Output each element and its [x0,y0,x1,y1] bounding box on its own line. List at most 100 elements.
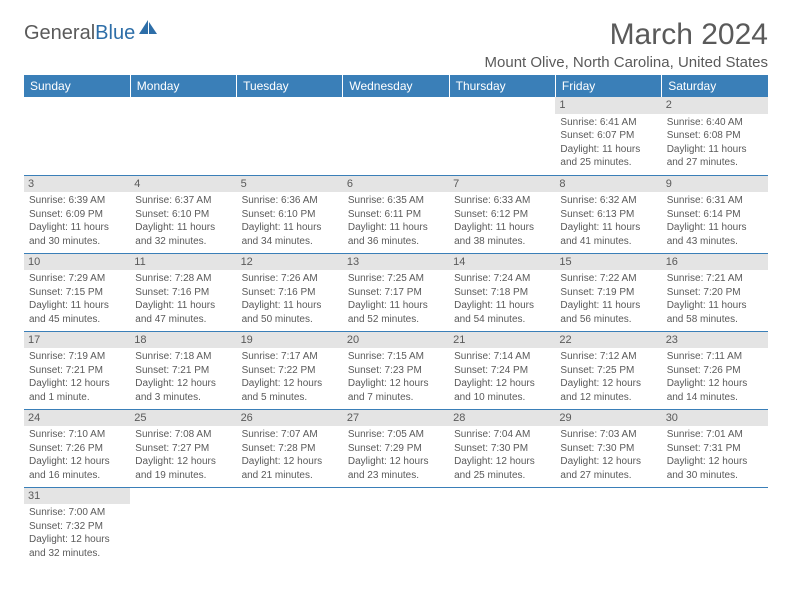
day-number: 25 [130,410,236,427]
day-number: 16 [662,254,768,271]
daylight-text: Daylight: 11 hours and 43 minutes. [667,221,763,248]
calendar-cell [130,487,236,565]
daylight-text: Daylight: 12 hours and 14 minutes. [667,377,763,404]
day-detail: Sunrise: 7:29 AMSunset: 7:15 PMDaylight:… [28,272,126,326]
daylight-text: Daylight: 11 hours and 32 minutes. [135,221,231,248]
calendar-cell: 21Sunrise: 7:14 AMSunset: 7:24 PMDayligh… [449,331,555,409]
location: Mount Olive, North Carolina, United Stat… [485,54,768,71]
day-number: 21 [449,332,555,349]
day-number: 4 [130,176,236,193]
day-detail: Sunrise: 7:17 AMSunset: 7:22 PMDaylight:… [241,350,339,404]
day-number: 19 [237,332,343,349]
daylight-text: Daylight: 12 hours and 23 minutes. [348,455,444,482]
day-number: 13 [343,254,449,271]
sunrise-text: Sunrise: 7:29 AM [29,272,125,286]
sunset-text: Sunset: 6:10 PM [242,208,338,222]
sunrise-text: Sunrise: 6:36 AM [242,194,338,208]
sunrise-text: Sunrise: 7:08 AM [135,428,231,442]
calendar-cell: 9Sunrise: 6:31 AMSunset: 6:14 PMDaylight… [662,175,768,253]
day-detail: Sunrise: 6:31 AMSunset: 6:14 PMDaylight:… [666,194,764,248]
calendar-cell: 18Sunrise: 7:18 AMSunset: 7:21 PMDayligh… [130,331,236,409]
logo-text-1: General [24,22,95,44]
sunset-text: Sunset: 7:21 PM [29,364,125,378]
month-title: March 2024 [485,18,768,52]
calendar-cell [343,487,449,565]
day-detail: Sunrise: 7:01 AMSunset: 7:31 PMDaylight:… [666,428,764,482]
day-detail: Sunrise: 7:24 AMSunset: 7:18 PMDaylight:… [453,272,551,326]
day-detail: Sunrise: 7:05 AMSunset: 7:29 PMDaylight:… [347,428,445,482]
daylight-text: Daylight: 12 hours and 16 minutes. [29,455,125,482]
day-number: 28 [449,410,555,427]
day-number: 31 [24,488,130,505]
calendar-cell: 25Sunrise: 7:08 AMSunset: 7:27 PMDayligh… [130,409,236,487]
sunrise-text: Sunrise: 7:19 AM [29,350,125,364]
daylight-text: Daylight: 11 hours and 34 minutes. [242,221,338,248]
sunrise-text: Sunrise: 7:14 AM [454,350,550,364]
calendar-table: SundayMondayTuesdayWednesdayThursdayFrid… [24,75,768,565]
sunrise-text: Sunrise: 6:33 AM [454,194,550,208]
sunrise-text: Sunrise: 6:41 AM [560,116,656,130]
sail-icon [137,19,159,42]
daylight-text: Daylight: 11 hours and 30 minutes. [29,221,125,248]
day-number: 2 [662,97,768,114]
day-detail: Sunrise: 7:00 AMSunset: 7:32 PMDaylight:… [28,506,126,560]
sunrise-text: Sunrise: 7:11 AM [667,350,763,364]
calendar-cell [343,97,449,175]
daylight-text: Daylight: 12 hours and 30 minutes. [667,455,763,482]
day-detail: Sunrise: 7:14 AMSunset: 7:24 PMDaylight:… [453,350,551,404]
daylight-text: Daylight: 12 hours and 27 minutes. [560,455,656,482]
calendar-row: 1Sunrise: 6:41 AMSunset: 6:07 PMDaylight… [24,97,768,175]
sunset-text: Sunset: 7:18 PM [454,286,550,300]
day-header: Saturday [662,75,768,97]
sunrise-text: Sunrise: 7:22 AM [560,272,656,286]
calendar-cell [130,97,236,175]
sunrise-text: Sunrise: 7:28 AM [135,272,231,286]
day-detail: Sunrise: 6:41 AMSunset: 6:07 PMDaylight:… [559,116,657,170]
daylight-text: Daylight: 11 hours and 27 minutes. [667,143,763,170]
calendar-cell [237,487,343,565]
day-detail: Sunrise: 7:08 AMSunset: 7:27 PMDaylight:… [134,428,232,482]
day-number: 30 [662,410,768,427]
day-header: Monday [130,75,236,97]
calendar-cell: 26Sunrise: 7:07 AMSunset: 7:28 PMDayligh… [237,409,343,487]
calendar-cell: 15Sunrise: 7:22 AMSunset: 7:19 PMDayligh… [555,253,661,331]
daylight-text: Daylight: 12 hours and 12 minutes. [560,377,656,404]
day-number: 24 [24,410,130,427]
calendar-cell: 20Sunrise: 7:15 AMSunset: 7:23 PMDayligh… [343,331,449,409]
header: GeneralBlue March 2024 Mount Olive, Nort… [24,18,768,71]
day-number: 18 [130,332,236,349]
sunset-text: Sunset: 7:30 PM [454,442,550,456]
calendar-row: 3Sunrise: 6:39 AMSunset: 6:09 PMDaylight… [24,175,768,253]
calendar-row: 17Sunrise: 7:19 AMSunset: 7:21 PMDayligh… [24,331,768,409]
sunrise-text: Sunrise: 7:15 AM [348,350,444,364]
calendar-cell: 1Sunrise: 6:41 AMSunset: 6:07 PMDaylight… [555,97,661,175]
daylight-text: Daylight: 12 hours and 25 minutes. [454,455,550,482]
calendar-cell: 27Sunrise: 7:05 AMSunset: 7:29 PMDayligh… [343,409,449,487]
daylight-text: Daylight: 11 hours and 56 minutes. [560,299,656,326]
title-block: March 2024 Mount Olive, North Carolina, … [485,18,768,71]
sunset-text: Sunset: 7:19 PM [560,286,656,300]
day-detail: Sunrise: 7:18 AMSunset: 7:21 PMDaylight:… [134,350,232,404]
calendar-cell: 7Sunrise: 6:33 AMSunset: 6:12 PMDaylight… [449,175,555,253]
sunrise-text: Sunrise: 7:12 AM [560,350,656,364]
daylight-text: Daylight: 12 hours and 21 minutes. [242,455,338,482]
daylight-text: Daylight: 12 hours and 1 minute. [29,377,125,404]
daylight-text: Daylight: 12 hours and 7 minutes. [348,377,444,404]
calendar-cell: 16Sunrise: 7:21 AMSunset: 7:20 PMDayligh… [662,253,768,331]
logo-text-2: Blue [95,22,135,44]
day-number: 26 [237,410,343,427]
sunset-text: Sunset: 6:08 PM [667,129,763,143]
sunrise-text: Sunrise: 6:40 AM [667,116,763,130]
sunset-text: Sunset: 7:28 PM [242,442,338,456]
calendar-cell: 11Sunrise: 7:28 AMSunset: 7:16 PMDayligh… [130,253,236,331]
calendar-cell: 13Sunrise: 7:25 AMSunset: 7:17 PMDayligh… [343,253,449,331]
day-detail: Sunrise: 7:28 AMSunset: 7:16 PMDaylight:… [134,272,232,326]
logo-text: GeneralBlue [24,22,135,45]
sunrise-text: Sunrise: 7:04 AM [454,428,550,442]
calendar-cell: 30Sunrise: 7:01 AMSunset: 7:31 PMDayligh… [662,409,768,487]
day-number: 10 [24,254,130,271]
calendar-cell: 14Sunrise: 7:24 AMSunset: 7:18 PMDayligh… [449,253,555,331]
daylight-text: Daylight: 11 hours and 50 minutes. [242,299,338,326]
daylight-text: Daylight: 11 hours and 54 minutes. [454,299,550,326]
calendar-cell: 17Sunrise: 7:19 AMSunset: 7:21 PMDayligh… [24,331,130,409]
